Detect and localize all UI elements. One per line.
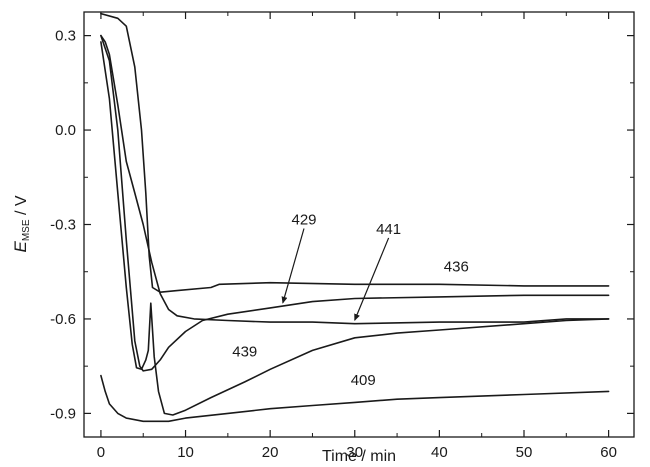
x-tick-label: 60 — [600, 444, 617, 461]
x-tick-label: 50 — [516, 444, 533, 461]
svg-text:EMSE / V: EMSE / V — [11, 195, 32, 252]
x-tick-label: 40 — [431, 444, 448, 461]
series-line-409 — [100, 374, 610, 423]
curve-label-439: 439 — [232, 344, 257, 361]
x-tick-label: 20 — [262, 444, 279, 461]
tick-labels: 0 10 20 30 40 50 60 0.3 0.0 -0.3 -0.6 -0.9 — [50, 28, 617, 461]
x-tick-label: 10 — [177, 444, 194, 461]
y-tick-label: -0.6 — [50, 311, 76, 328]
arrow-441 — [354, 237, 390, 322]
series-line-439 — [100, 41, 610, 416]
y-tick-label: 0.3 — [55, 28, 76, 45]
curve-annotations: 436 429 441 439 409 — [232, 212, 469, 390]
series-line-441 — [100, 34, 610, 325]
tick-marks — [84, 12, 634, 437]
curve-label-441: 441 — [376, 221, 401, 238]
x-tick-label: 0 — [97, 444, 105, 461]
y-axis-title-main: E — [11, 241, 30, 253]
x-axis-title: Time / min — [322, 448, 396, 465]
series-line-429 — [100, 34, 610, 372]
y-tick-label: 0.0 — [55, 122, 76, 139]
y-axis-title-unit: / V — [13, 195, 30, 219]
y-axis-title-subscript: MSE — [21, 219, 32, 241]
curve-label-429: 429 — [291, 212, 316, 229]
series-lines — [100, 12, 610, 423]
y-axis-title: EMSE / V — [11, 195, 32, 252]
curve-label-409: 409 — [351, 372, 376, 389]
curve-label-436: 436 — [444, 259, 469, 276]
arrow-429 — [281, 228, 305, 304]
y-tick-label: -0.3 — [50, 217, 76, 234]
y-tick-label: -0.9 — [50, 405, 76, 422]
x-tick-label: 30 — [346, 444, 363, 461]
series-line-436 — [100, 12, 610, 293]
